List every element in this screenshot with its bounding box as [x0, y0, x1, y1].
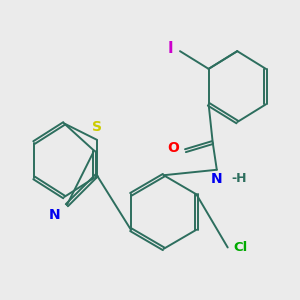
Text: S: S — [92, 120, 102, 134]
Text: Cl: Cl — [233, 241, 247, 254]
Text: -H: -H — [232, 172, 247, 185]
Text: O: O — [167, 141, 178, 155]
Text: I: I — [168, 41, 173, 56]
Text: N: N — [48, 208, 60, 222]
Text: N: N — [211, 172, 223, 187]
